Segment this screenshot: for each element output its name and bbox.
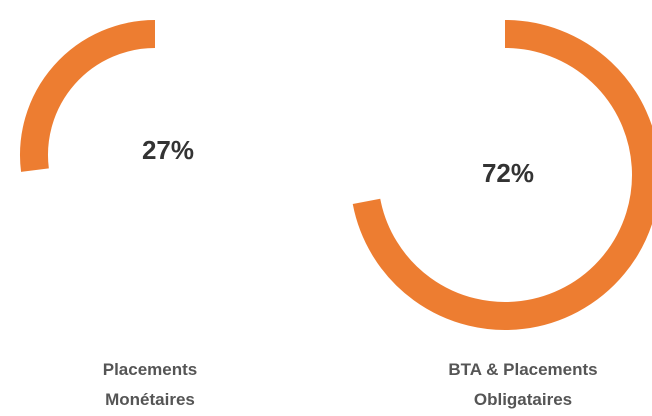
value-label: 27% <box>142 135 194 165</box>
category-label: Placements Monétaires <box>102 360 198 409</box>
category-label: BTA & Placements Obligataires <box>448 360 598 409</box>
donut-arc <box>20 20 156 172</box>
donut-arc <box>352 20 652 330</box>
value-label: 72% <box>482 158 534 188</box>
